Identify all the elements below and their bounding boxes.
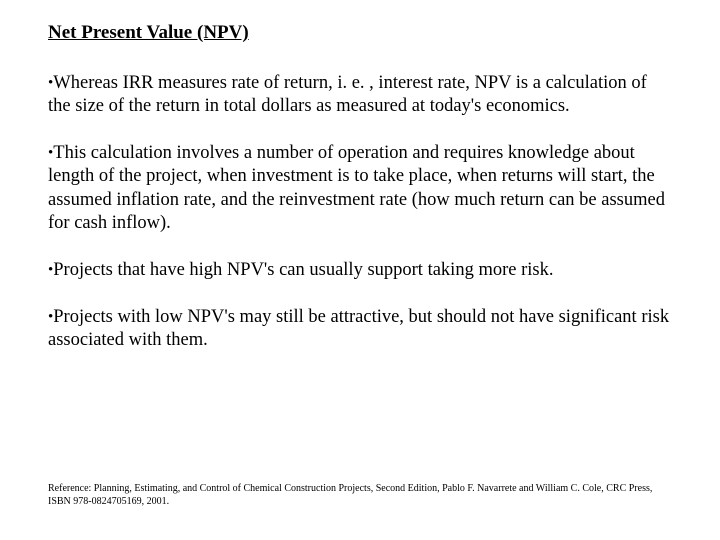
reference-text: Reference: Planning, Estimating, and Con… [48,482,672,508]
bullet-text: This calculation involves a number of op… [48,143,665,232]
bullet-item: •This calculation involves a number of o… [48,142,672,235]
bullet-text: Whereas IRR measures rate of return, i. … [48,73,647,116]
bullet-item: •Whereas IRR measures rate of return, i.… [48,72,672,118]
bullet-item: •Projects with low NPV's may still be at… [48,306,672,352]
slide-title: Net Present Value (NPV) [48,22,672,44]
slide-content: Net Present Value (NPV) •Whereas IRR mea… [0,0,720,540]
bullet-text: Projects that have high NPV's can usuall… [53,260,553,280]
bullet-text: Projects with low NPV's may still be att… [48,307,669,350]
bullet-item: •Projects that have high NPV's can usual… [48,259,672,282]
